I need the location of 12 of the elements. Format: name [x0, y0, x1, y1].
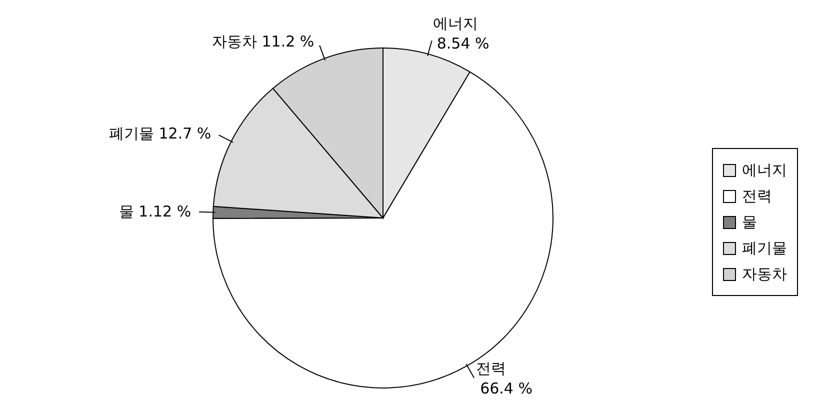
- legend-label: 에너지: [742, 160, 787, 180]
- data-label: 66.4 %: [480, 379, 532, 398]
- slice-label: 에너지: [432, 14, 478, 33]
- legend-label: 자동차: [742, 264, 787, 284]
- legend-label: 전력: [742, 186, 772, 206]
- legend-label: 물: [742, 212, 757, 232]
- category-label: 물 1.12 %: [118, 202, 192, 221]
- slice-label: 전력: [476, 359, 506, 378]
- legend-label: 폐기물: [742, 238, 787, 258]
- category-label: 자동차 11.2 %: [212, 32, 314, 51]
- category-label: 폐기물 12.7 %: [109, 124, 212, 142]
- data-label: 8.54 %: [436, 34, 490, 53]
